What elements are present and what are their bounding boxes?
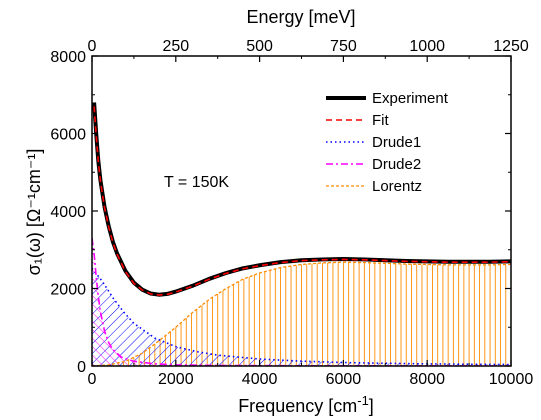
legend-label-drude1: Drude1: [372, 134, 421, 151]
x-tick-label: 8000: [409, 371, 445, 388]
x-tick-label: 0: [88, 371, 97, 388]
legend-label-drude2: Drude2: [372, 156, 421, 173]
x-axis-title-main: Frequency [cm: [238, 396, 357, 416]
x-axis-title-close: ]: [369, 396, 374, 416]
series-line-fit: [93, 106, 511, 296]
series-line-lorentz: [92, 261, 511, 366]
legend-label-experiment: Experiment: [372, 90, 449, 107]
top-x-tick-label: 250: [162, 38, 189, 55]
y-tick-label: 0: [77, 359, 86, 376]
x-tick-label: 6000: [326, 371, 362, 388]
y-tick-label: 8000: [50, 49, 86, 66]
drude1-fill: [92, 268, 511, 366]
legend-label-fit: Fit: [372, 112, 389, 129]
legend: Experiment Fit Drude1 Drude2 Lorentz: [326, 90, 449, 195]
top-x-tick-label: 500: [246, 38, 273, 55]
top-x-tick-label: 1250: [493, 38, 529, 55]
top-x-tick-label: 1000: [409, 38, 445, 55]
top-x-tick-label: 0: [88, 38, 97, 55]
top-x-tick-label: 750: [330, 38, 357, 55]
x-axis-title-sup: -1: [357, 393, 369, 408]
x-tick-label: 2000: [158, 371, 194, 388]
y-axis-title: σ₁(ω) [Ω⁻¹cm⁻¹]: [24, 149, 44, 276]
top-x-axis-title: Energy [meV]: [246, 7, 355, 27]
legend-label-lorentz: Lorentz: [372, 178, 422, 195]
y-tick-label: 6000: [50, 127, 86, 144]
series-line-drude2: [92, 238, 511, 366]
x-axis-title: Frequency [cm-1]: [238, 393, 374, 416]
x-tick-label: 10000: [489, 371, 534, 388]
y-tick-label: 4000: [50, 204, 86, 221]
x-tick-label: 4000: [242, 371, 278, 388]
series-line-drude1: [92, 267, 511, 366]
y-tick-label: 2000: [50, 282, 86, 299]
temperature-annotation: T = 150K: [164, 174, 229, 191]
